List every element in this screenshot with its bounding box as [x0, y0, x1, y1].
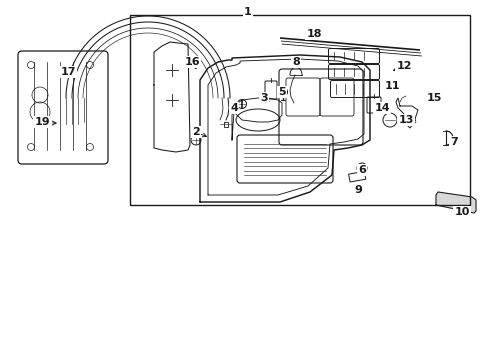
Text: 6: 6 [358, 165, 366, 175]
Text: 14: 14 [374, 103, 390, 113]
Bar [348, 171, 366, 182]
Text: 19: 19 [34, 117, 50, 127]
Text: 4: 4 [230, 103, 238, 113]
Text: 12: 12 [396, 61, 412, 71]
Text: 9: 9 [354, 185, 362, 195]
Polygon shape [436, 192, 476, 213]
Text: 7: 7 [450, 137, 458, 147]
Text: 11: 11 [384, 81, 400, 91]
Text: 15: 15 [426, 93, 441, 103]
Text: 18: 18 [306, 29, 322, 39]
Text: 3: 3 [260, 93, 268, 103]
Text: 16: 16 [184, 57, 200, 67]
Bar [130, 15, 470, 205]
Text: 1: 1 [244, 7, 252, 17]
Text: 5: 5 [278, 87, 286, 97]
Text: 17: 17 [60, 67, 76, 77]
Text: 13: 13 [398, 115, 414, 125]
Text: 2: 2 [192, 127, 200, 137]
Text: 10: 10 [454, 207, 470, 217]
Text: 8: 8 [292, 57, 300, 67]
